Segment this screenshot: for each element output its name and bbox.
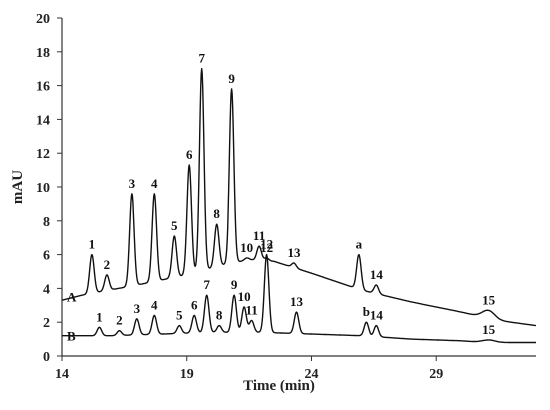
y-tick-label: 8 (43, 215, 50, 230)
peak-label: 8 (216, 308, 223, 323)
peak-label: 15 (482, 322, 496, 337)
peak-label: 15 (482, 292, 496, 307)
peak-label: b (363, 304, 370, 319)
peak-label: 14 (370, 267, 384, 282)
peak-label: 10 (240, 240, 253, 255)
peak-label: 12 (260, 240, 273, 255)
y-tick-label: 2 (43, 316, 50, 331)
peak-label: 13 (288, 245, 302, 260)
peak-label: 3 (134, 301, 141, 316)
peak-label: 1 (89, 237, 96, 252)
peak-label: 4 (151, 297, 158, 312)
x-axis-title: Time (min) (243, 378, 315, 394)
peak-label: 9 (228, 71, 235, 86)
x-tick-label: 29 (429, 367, 443, 382)
peak-label: 10 (238, 289, 251, 304)
trace-name-label: B (67, 329, 76, 344)
y-tick-label: 4 (43, 282, 50, 297)
peak-label: 6 (186, 147, 193, 162)
y-tick-group: 0 2 4 6 8 10 12 14 16 18 20 (36, 12, 62, 365)
peak-label: 9 (231, 277, 238, 292)
y-tick-label: 16 (36, 80, 50, 95)
peak-label: 2 (116, 313, 123, 328)
peak-label: 4 (151, 176, 158, 191)
peak-label: 12 (260, 237, 273, 252)
y-tick-label: 10 (36, 181, 50, 196)
y-tick-label: 6 (43, 249, 50, 264)
peak-label: 3 (129, 176, 136, 191)
peak-label: 7 (198, 51, 205, 66)
x-tick-label: 19 (180, 367, 194, 382)
x-tick-group: 14 19 24 29 (55, 356, 443, 382)
peak-label: 2 (104, 257, 111, 272)
peak-label: 5 (176, 308, 183, 323)
peak-label: 14 (370, 308, 384, 323)
y-tick-label: 18 (36, 46, 50, 61)
peak-label: 5 (171, 218, 178, 233)
y-tick-label: 20 (36, 12, 50, 27)
peak-label: a (356, 237, 363, 252)
trace-B (61, 253, 537, 344)
peak-label: 11 (253, 228, 265, 243)
y-axis-title: mAU (10, 170, 26, 204)
y-tick-label: 0 (43, 350, 50, 365)
x-tick-label: 14 (55, 367, 69, 382)
y-tick-label: 14 (36, 113, 50, 128)
y-tick-label: 12 (36, 147, 50, 162)
trace-group (61, 68, 537, 344)
x-tick-label: 24 (304, 367, 318, 382)
trace-name-label: A (67, 289, 77, 304)
trace-A (61, 68, 537, 327)
peak-label: 8 (213, 206, 220, 221)
peak-label: 6 (191, 297, 198, 312)
peak-label: 11 (245, 303, 257, 318)
peak-label: 1 (96, 309, 103, 324)
peak-label: 7 (203, 277, 210, 292)
peak-label: 13 (290, 294, 304, 309)
